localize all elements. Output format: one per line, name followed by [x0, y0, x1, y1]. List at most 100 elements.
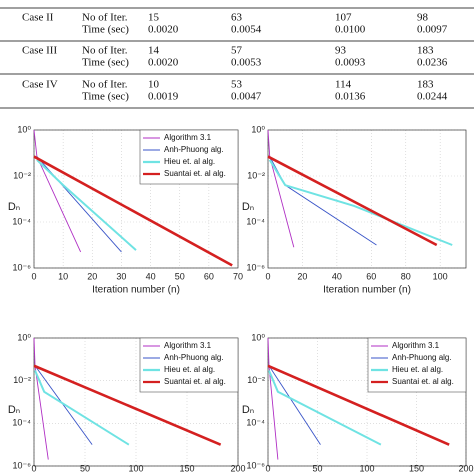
legend-box: [139, 337, 239, 393]
table-cell: Time (sec): [82, 91, 129, 103]
y-tick-label: 10⁻²: [13, 375, 31, 385]
series-line: [268, 370, 382, 446]
x-tick-label: 80: [401, 271, 411, 281]
legend-label: Algorithm 3.1: [164, 133, 212, 142]
table-cell: 63: [231, 12, 243, 24]
x-tick-label: 20: [87, 271, 97, 281]
x-tick-label: 30: [116, 271, 126, 281]
y-tick-label: 10⁰: [17, 332, 31, 342]
plot-frame: [33, 129, 239, 269]
table-cell: No of Iter.: [82, 79, 128, 91]
x-tick-label: 40: [332, 271, 342, 281]
table-cell: Time (sec): [82, 57, 129, 69]
plot-frame: [33, 337, 239, 467]
legend-label: Anh-Phuong alg.: [164, 145, 224, 154]
y-tick-label: 10⁻⁴: [12, 216, 31, 226]
series-line: [33, 364, 222, 446]
x-tick-label: 150: [179, 463, 194, 473]
series-line: [33, 155, 233, 267]
legend-label: Algorithm 3.1: [392, 341, 440, 350]
table-cell: No of Iter.: [82, 12, 128, 24]
legend-label: Suantai et. al alg.: [392, 377, 454, 386]
x-tick-label: 20: [297, 271, 307, 281]
table-cell: 114: [335, 79, 352, 91]
x-tick-label: 50: [175, 271, 185, 281]
x-tick-label: 150: [409, 463, 424, 473]
x-tick-label: 0: [31, 271, 36, 281]
table-cell: 0.0136: [335, 91, 366, 103]
legend-label: Suantai et. al alg.: [164, 377, 226, 386]
table-cell: 107: [335, 12, 352, 24]
y-tick-label: 10⁻⁴: [246, 418, 265, 428]
y-axis-label: Dₙ: [8, 404, 20, 416]
table-cell: 183: [417, 79, 434, 91]
series-line: [267, 155, 438, 247]
table-cell: 15: [148, 12, 160, 24]
legend-label: Hieu et. al alg.: [164, 157, 215, 166]
table-cell: 0.0020: [148, 57, 179, 69]
table-cell: 93: [335, 45, 347, 57]
case-label: Case II: [22, 12, 54, 24]
table-cell: 0.0047: [231, 91, 262, 103]
table-cell: 14: [148, 45, 160, 57]
table-cell: 183: [417, 45, 434, 57]
y-tick-label: 10⁻⁴: [246, 216, 265, 226]
table-cell: 98: [417, 12, 429, 24]
x-tick-label: 40: [146, 271, 156, 281]
legend-label: Anh-Phuong alg.: [164, 353, 224, 362]
legend-label: Suantai et. al alg.: [164, 169, 226, 178]
series-line: [268, 159, 453, 246]
y-axis-label: Dₙ: [8, 201, 20, 213]
table-cell: 0.0093: [335, 57, 366, 69]
table-cell: 57: [231, 45, 243, 57]
y-tick-label: 10⁻⁶: [13, 460, 32, 470]
x-tick-label: 10: [58, 271, 68, 281]
x-tick-label: 60: [366, 271, 376, 281]
x-tick-label: 100: [359, 463, 374, 473]
legend-label: Hieu et. al alg.: [392, 365, 443, 374]
table-cell: 0.0097: [417, 24, 448, 36]
y-tick-label: 10⁰: [17, 124, 31, 134]
table-cell: 10: [148, 79, 160, 91]
table-cell: 53: [231, 79, 243, 91]
x-tick-label: 200: [458, 463, 473, 473]
y-tick-label: 10⁻⁶: [247, 262, 266, 272]
y-tick-label: 10⁻²: [247, 170, 265, 180]
table-cell: 0.0020: [148, 24, 179, 36]
table-cell: 0.0100: [335, 24, 366, 36]
legend-label: Algorithm 3.1: [164, 341, 212, 350]
x-tick-label: 100: [128, 463, 143, 473]
case-label: Case IV: [22, 79, 58, 91]
y-tick-label: 10⁰: [251, 124, 265, 134]
series-line: [36, 159, 137, 251]
y-axis-label: Dₙ: [242, 201, 254, 213]
table-cell: 0.0019: [148, 91, 179, 103]
series-line: [34, 365, 93, 445]
table-cell: No of Iter.: [82, 45, 128, 57]
table-cell: 0.0236: [417, 57, 448, 69]
x-tick-label: 0: [265, 271, 270, 281]
table-cell: 0.0244: [417, 91, 448, 103]
x-tick-label: 100: [433, 271, 448, 281]
case-label: Case III: [22, 45, 57, 57]
y-tick-label: 10⁻⁶: [13, 262, 32, 272]
x-axis-label: Iteration number (n): [323, 285, 411, 296]
y-tick-label: 10⁻²: [247, 375, 265, 385]
plot-area: [268, 130, 466, 268]
plot-frame: [267, 337, 467, 467]
series-line: [267, 364, 450, 446]
x-tick-label: 0: [265, 463, 270, 473]
x-tick-label: 200: [230, 463, 245, 473]
series-line: [268, 365, 321, 445]
x-tick-label: 70: [233, 271, 243, 281]
legend-label: Anh-Phuong alg.: [392, 353, 452, 362]
x-tick-label: 50: [312, 463, 322, 473]
y-tick-label: 10⁰: [251, 332, 265, 342]
table-cell: Time (sec): [82, 24, 129, 36]
x-tick-label: 50: [80, 463, 90, 473]
series-line: [34, 370, 130, 446]
x-tick-label: 0: [31, 463, 36, 473]
y-axis-label: Dₙ: [242, 404, 254, 416]
y-tick-label: 10⁻⁶: [247, 460, 266, 470]
